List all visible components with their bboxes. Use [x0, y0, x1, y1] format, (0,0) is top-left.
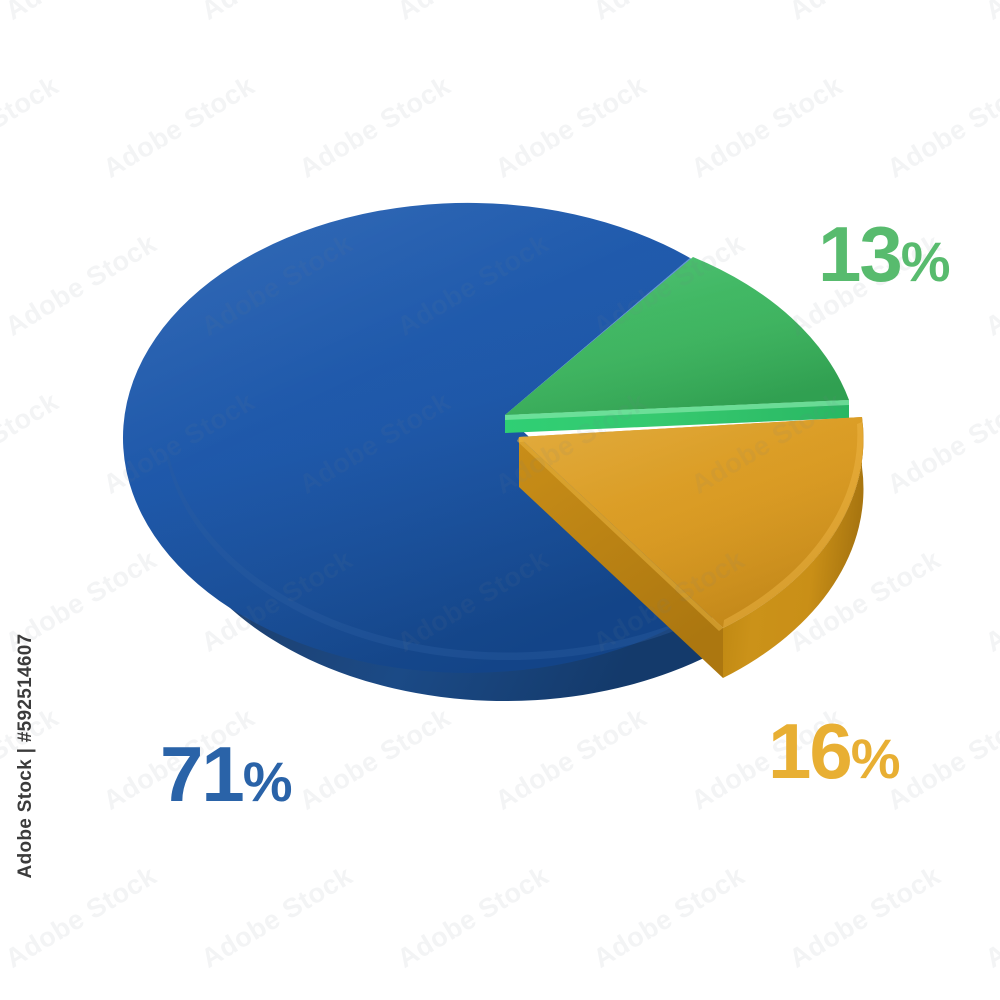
pie-slice-orange	[517, 417, 864, 678]
slice-label-green-symbol: %	[900, 230, 951, 293]
slice-label-orange-symbol: %	[850, 727, 901, 790]
slice-label-green: 13%	[818, 215, 951, 293]
slice-label-blue-value: 71	[160, 730, 245, 818]
slice-label-orange-value: 16	[768, 707, 853, 795]
pie-slice-green	[505, 257, 849, 433]
slice-label-orange: 16%	[768, 712, 901, 790]
slice-label-green-value: 13	[818, 210, 903, 298]
slice-label-blue: 71%	[160, 735, 293, 813]
watermark-stock-id: Adobe Stock | #592514607	[15, 633, 36, 879]
slice-label-blue-symbol: %	[242, 750, 293, 813]
